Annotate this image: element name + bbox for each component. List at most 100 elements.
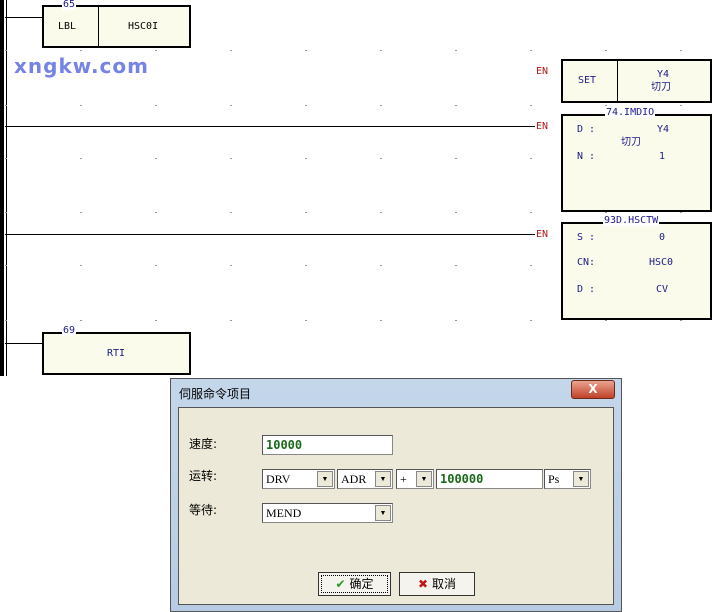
grid-dot <box>155 50 157 51</box>
grid-dot <box>380 212 382 213</box>
grid-dot <box>305 158 307 159</box>
rung-line <box>5 234 535 235</box>
grid-dot <box>5 265 7 266</box>
grid-dot <box>680 50 682 51</box>
s-label: S : <box>577 232 596 243</box>
chevron-down-icon[interactable]: ▼ <box>573 471 589 487</box>
servo-command-dialog: 伺服命令项目 X 速度: 10000 运转: DRV ▼ ADR ▼ + ▼ 1000… <box>170 378 622 612</box>
cancel-button[interactable]: ✖ 取消 <box>399 572 475 596</box>
set-instruction[interactable]: SET Y4 切刀 <box>561 59 712 103</box>
grid-dot <box>80 158 82 159</box>
chevron-down-icon[interactable]: ▼ <box>375 505 391 521</box>
rti-instruction[interactable]: RTI <box>42 332 191 375</box>
grid-dot <box>380 158 382 159</box>
grid-dot <box>680 320 682 321</box>
grid-dot <box>5 105 7 106</box>
grid-dot <box>80 265 82 266</box>
close-icon: X <box>588 382 598 396</box>
run-command-value: DRV <box>266 472 291 486</box>
grid-dot <box>5 50 7 51</box>
check-icon: ✔ <box>335 577 346 591</box>
grid-dot <box>5 320 7 321</box>
left-power-rail-inner <box>6 0 7 376</box>
rti-op: RTI <box>107 348 126 359</box>
grid-dot <box>305 265 307 266</box>
run-sign-value: + <box>400 472 407 486</box>
rung-line <box>5 17 42 18</box>
grid-dot <box>530 50 532 51</box>
d-label: D : <box>577 124 596 135</box>
grid-dot <box>230 212 232 213</box>
set-comment: 切刀 <box>651 82 671 93</box>
run-sign-select[interactable]: + ▼ <box>396 469 434 489</box>
cn-value: HSC0 <box>649 257 674 268</box>
rung-line <box>5 343 42 344</box>
en-label: EN <box>536 66 549 77</box>
grid-dot <box>380 265 382 266</box>
grid-dot <box>530 265 532 266</box>
grid-dot <box>530 105 532 106</box>
chevron-down-icon[interactable]: ▼ <box>317 471 333 487</box>
ok-button[interactable]: ✔ 确定 <box>318 572 391 596</box>
en-label: EN <box>536 229 549 241</box>
grid-dot <box>230 158 232 159</box>
grid-dot <box>680 105 682 106</box>
speed-label: 速度: <box>189 437 218 451</box>
grid-dot <box>455 320 457 321</box>
d-value: Y4 <box>657 124 670 135</box>
chevron-down-icon[interactable]: ▼ <box>375 471 391 487</box>
grid-dot <box>155 158 157 159</box>
grid-dot <box>155 105 157 106</box>
n-label: N : <box>577 151 596 162</box>
grid-dot <box>455 105 457 106</box>
grid-dot <box>530 320 532 321</box>
grid-dot <box>305 50 307 51</box>
grid-dot <box>605 320 607 321</box>
set-operand: Y4 <box>657 69 670 80</box>
grid-dot <box>455 212 457 213</box>
grid-dot <box>305 105 307 106</box>
d-comment: 切刀 <box>621 137 641 148</box>
n-value: 1 <box>659 151 666 162</box>
imdio-instruction[interactable]: D : Y4 切刀 N : 1 <box>561 114 712 212</box>
grid-dot <box>530 212 532 213</box>
dialog-body: 速度: 10000 运转: DRV ▼ ADR ▼ + ▼ 100000 Ps ▼ 等待… <box>178 407 614 605</box>
grid-dot <box>230 265 232 266</box>
run-value-input[interactable]: 100000 <box>436 469 543 489</box>
hsctw-instruction[interactable]: S : 0 CN: HSC0 D : CV <box>561 222 712 320</box>
grid-dot <box>305 320 307 321</box>
cn-label: CN: <box>577 257 596 268</box>
grid-dot <box>155 212 157 213</box>
grid-dot <box>155 320 157 321</box>
run-command-select[interactable]: DRV ▼ <box>262 469 335 489</box>
grid-dot <box>455 265 457 266</box>
wait-label: 等待: <box>189 503 218 517</box>
run-mode-select[interactable]: ADR ▼ <box>337 469 393 489</box>
speed-input[interactable]: 10000 <box>262 435 393 455</box>
x-icon: ✖ <box>418 577 429 591</box>
grid-dot <box>380 320 382 321</box>
grid-dot <box>605 105 607 106</box>
grid-dot <box>80 50 82 51</box>
grid-dot <box>305 212 307 213</box>
wait-select[interactable]: MEND ▼ <box>262 503 393 523</box>
function-title: 74.IMDIO <box>605 107 656 118</box>
lbl-label: HSC0I <box>128 21 159 32</box>
chevron-down-icon[interactable]: ▼ <box>416 471 432 487</box>
function-title: 93D.HSCTW <box>603 215 660 226</box>
step-number: 69 <box>62 325 77 336</box>
watermark: xngkw.com <box>14 54 149 78</box>
grid-dot <box>530 158 532 159</box>
grid-dot <box>605 50 607 51</box>
grid-dot <box>80 105 82 106</box>
grid-dot <box>380 105 382 106</box>
close-button[interactable]: X <box>571 380 615 399</box>
lbl-instruction[interactable]: LBL HSC0I <box>42 5 191 48</box>
grid-dot <box>80 320 82 321</box>
run-unit-value: Ps <box>548 472 560 486</box>
cancel-label: 取消 <box>431 577 456 591</box>
run-unit-select[interactable]: Ps ▼ <box>544 469 591 489</box>
left-power-rail <box>0 0 4 376</box>
grid-dot <box>80 212 82 213</box>
dialog-title: 伺服命令项目 <box>179 387 252 401</box>
